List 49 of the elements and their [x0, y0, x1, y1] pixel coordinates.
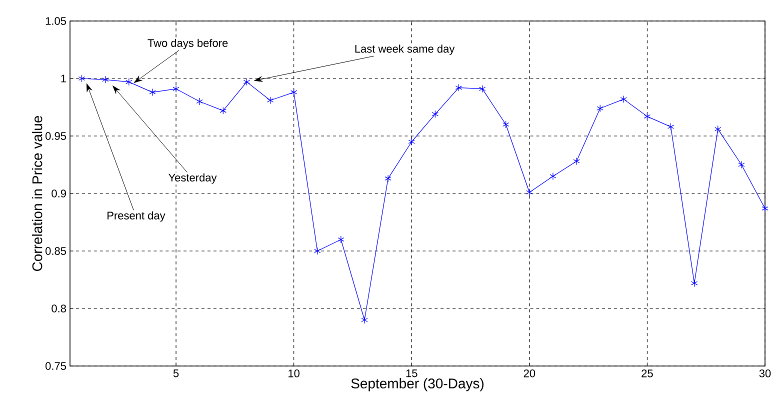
point — [596, 104, 604, 112]
point — [266, 96, 274, 104]
point — [384, 174, 392, 182]
x-tick-label: 5 — [173, 370, 179, 378]
point — [196, 98, 203, 106]
point — [502, 120, 510, 128]
point — [550, 172, 556, 180]
point — [408, 138, 415, 146]
point — [738, 160, 745, 169]
point — [620, 95, 627, 103]
point — [667, 123, 674, 131]
y-tick-label: 0.8 — [52, 304, 66, 312]
y-axis-title: Correlation in Price value — [32, 116, 42, 271]
point — [172, 85, 180, 93]
point — [126, 78, 132, 86]
point — [314, 247, 321, 255]
point — [644, 112, 651, 120]
y-tick-label: 0.95 — [46, 132, 66, 140]
x-tick-label: 15 — [406, 370, 418, 378]
point — [102, 76, 109, 84]
point — [243, 78, 250, 86]
point — [220, 106, 226, 114]
point — [714, 125, 722, 133]
point — [526, 188, 533, 196]
annotation: Two days before — [148, 38, 228, 50]
y-tick-label: 0.9 — [52, 190, 66, 198]
point — [149, 88, 156, 96]
y-tick-label: 1.05 — [46, 17, 66, 25]
y-tick-label: 1 — [61, 74, 66, 82]
point — [478, 85, 486, 93]
x-tick-label: 10 — [288, 370, 300, 378]
x-tick-label: 20 — [524, 370, 536, 378]
annotation: Present day — [108, 211, 166, 222]
annotation: Last week same day — [355, 44, 455, 55]
point — [691, 279, 698, 287]
point — [455, 84, 462, 92]
point — [290, 88, 298, 96]
x-tick-label: 25 — [642, 370, 653, 378]
y-tick-label: 0.85 — [46, 247, 66, 255]
point — [432, 110, 438, 118]
point — [762, 204, 768, 212]
y-tick-label: 0.75 — [46, 362, 66, 370]
point — [361, 316, 368, 324]
x-axis-title: September (30-Days) — [351, 378, 484, 392]
point — [338, 236, 344, 244]
x-tick-label: 30 — [759, 370, 771, 378]
point — [573, 158, 580, 166]
point — [78, 74, 86, 82]
annotation: Yesterday — [168, 173, 217, 184]
